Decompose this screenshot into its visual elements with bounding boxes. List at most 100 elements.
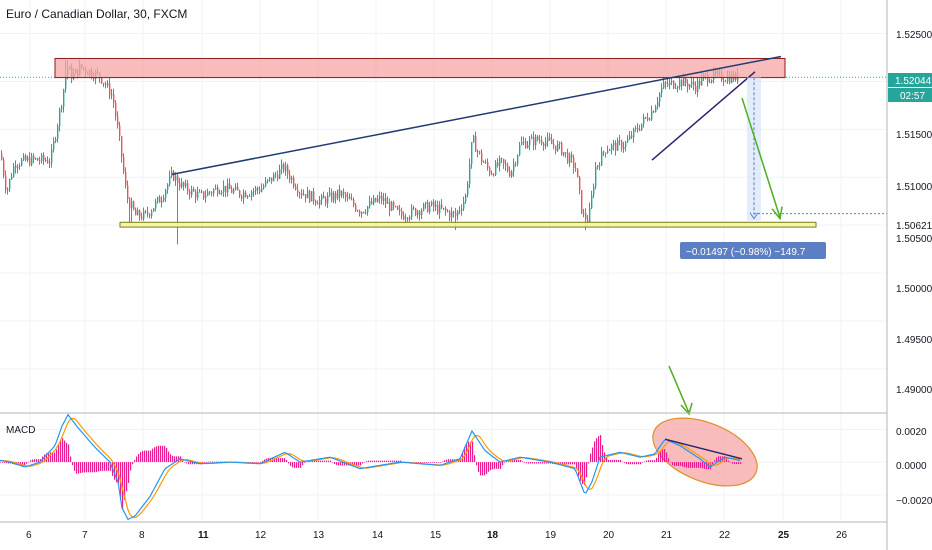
candle-body — [57, 125, 59, 139]
macd-histogram-bar — [20, 462, 22, 465]
macd-histogram-bar — [38, 459, 40, 463]
candle-body — [515, 163, 517, 165]
candle-body — [685, 77, 687, 84]
macd-histogram-bar — [728, 460, 730, 463]
candle-body — [647, 117, 649, 120]
macd-axis[interactable]: 0.0020 0.0000 −0.0020 — [896, 427, 932, 507]
candle-body — [217, 187, 219, 195]
candle-body — [183, 182, 185, 187]
candle-body — [389, 202, 391, 211]
candle-body — [701, 77, 703, 86]
candle-body — [351, 199, 353, 201]
candle-body — [637, 127, 639, 130]
macd-histogram-bar — [618, 459, 620, 463]
candle-body — [371, 201, 373, 204]
candle-body — [273, 174, 275, 182]
candle-body — [289, 174, 291, 180]
macd-histogram-bar — [538, 462, 540, 464]
candle-body — [695, 85, 697, 92]
candle-body — [229, 183, 231, 190]
macd-histogram-bar — [158, 445, 160, 463]
candle-body — [239, 190, 241, 197]
measure-label[interactable]: −0.01497 (−0.98%) −149.7 — [680, 242, 826, 259]
candle-body — [267, 179, 269, 181]
macd-histogram-bar — [562, 462, 564, 465]
candle-body — [139, 210, 141, 217]
macd-histogram-bar — [686, 462, 688, 468]
candle-body — [219, 193, 221, 195]
macd-histogram-bar — [664, 449, 666, 463]
candle-body — [63, 89, 65, 107]
macd-histogram-bar — [546, 462, 548, 464]
time-axis[interactable]: 6 7 8 11 12 13 14 15 18 19 20 21 22 25 2… — [26, 530, 848, 541]
macd-histogram-bar — [184, 461, 186, 463]
candle-body — [593, 186, 595, 195]
price-axis[interactable]: 1.52500 1.51500 1.51000 1.50500 1.50000 … — [888, 30, 932, 396]
candle-body — [671, 80, 673, 83]
candle-body — [531, 136, 533, 139]
candle-body — [307, 190, 309, 199]
candle-body — [313, 191, 315, 201]
candle-body — [605, 152, 607, 154]
macd-histogram-bar — [632, 462, 634, 465]
candle-body — [629, 135, 631, 140]
candle-body — [203, 191, 205, 198]
macd-histogram-bar — [440, 462, 442, 463]
candle-body — [479, 151, 481, 153]
macd-histogram-bar — [532, 462, 534, 464]
candle-body — [415, 208, 417, 216]
macd-histogram-bar — [710, 462, 712, 470]
macd-histogram-bar — [680, 462, 682, 466]
macd-histogram-bar — [438, 462, 440, 463]
macd-histogram-bar — [472, 441, 474, 463]
candle-body — [121, 136, 123, 158]
macd-histogram-bar — [672, 462, 674, 466]
support-zone — [119, 221, 817, 228]
macd-histogram-bar — [146, 450, 148, 463]
macd-histogram-bar — [482, 462, 484, 476]
macd-histogram-bar — [442, 461, 444, 463]
macd-histogram-bar — [446, 459, 448, 463]
macd-histogram-bar — [114, 462, 116, 480]
candle-body — [579, 177, 581, 191]
macd-histogram-bar — [732, 462, 734, 464]
macd-histogram-bar — [628, 462, 630, 465]
macd-histogram-bar — [330, 460, 332, 463]
macd-histogram-bar — [424, 462, 426, 463]
candle-body — [373, 197, 375, 204]
candle-body — [125, 171, 127, 186]
candle-body — [697, 80, 699, 92]
candle-body — [419, 211, 421, 216]
candle-body — [197, 191, 199, 198]
macd-histogram-bar — [32, 459, 34, 463]
time-tick: 18 — [487, 530, 499, 541]
macd-histogram-bar — [690, 462, 692, 468]
candle-body — [55, 138, 57, 142]
candle-body — [509, 171, 511, 177]
candle-body — [499, 158, 501, 167]
candle-body — [659, 93, 661, 102]
macd-histogram-bar — [374, 460, 376, 463]
macd-histogram-bar — [656, 457, 658, 463]
candle-body — [255, 187, 257, 191]
macd-histogram-bar — [434, 462, 436, 463]
drawing-overlays[interactable] — [0, 55, 887, 416]
macd-histogram-bar — [86, 462, 88, 473]
candle-body — [689, 84, 691, 88]
macd-histogram-bar — [316, 460, 318, 463]
candle-body — [247, 195, 249, 198]
candle-body — [65, 74, 67, 90]
candle-body — [335, 192, 337, 199]
macd-histogram-bar — [652, 460, 654, 463]
countdown-label — [888, 88, 932, 102]
candle-body — [141, 216, 143, 219]
candle-body — [723, 80, 725, 82]
candle-body — [483, 161, 485, 163]
candle-body — [513, 163, 515, 172]
candle-body — [481, 152, 483, 162]
candle-body — [551, 139, 553, 145]
macd-histogram-bar — [524, 462, 526, 463]
macd-histogram-bar — [428, 462, 430, 463]
candle-body — [241, 196, 243, 199]
